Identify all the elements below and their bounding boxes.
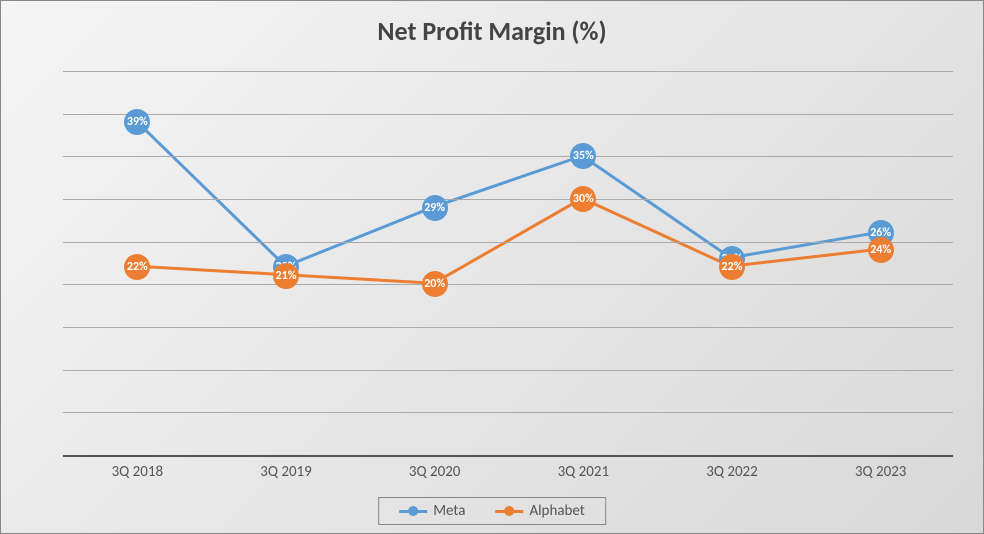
data-marker: 22% bbox=[719, 254, 745, 280]
legend-label: Meta bbox=[433, 502, 465, 520]
x-axis-label: 3Q 2022 bbox=[706, 463, 758, 481]
grid-line bbox=[63, 327, 953, 328]
legend-swatch-icon bbox=[399, 510, 427, 513]
data-marker: 35% bbox=[570, 143, 596, 169]
data-marker: 24% bbox=[868, 237, 894, 263]
legend-item-meta: Meta bbox=[399, 502, 465, 520]
data-marker: 29% bbox=[422, 195, 448, 221]
data-marker: 30% bbox=[570, 186, 596, 212]
x-axis-label: 3Q 2020 bbox=[409, 463, 461, 481]
legend: Meta Alphabet bbox=[378, 497, 606, 525]
legend-item-alphabet: Alphabet bbox=[495, 502, 584, 520]
x-axis-label: 3Q 2021 bbox=[558, 463, 610, 481]
grid-line bbox=[63, 71, 953, 72]
grid-line bbox=[63, 156, 953, 157]
data-marker: 39% bbox=[124, 109, 150, 135]
x-axis-label: 3Q 2019 bbox=[260, 463, 312, 481]
chart-lines-svg bbox=[63, 71, 953, 453]
grid-line bbox=[63, 284, 953, 285]
plot-area: 3Q 20183Q 20193Q 20203Q 20213Q 20223Q 20… bbox=[63, 71, 953, 453]
legend-swatch-icon bbox=[495, 510, 523, 513]
x-axis-label: 3Q 2023 bbox=[855, 463, 907, 481]
grid-line bbox=[63, 412, 953, 413]
grid-line bbox=[63, 199, 953, 200]
grid-line bbox=[63, 114, 953, 115]
data-marker: 21% bbox=[273, 263, 299, 289]
chart-title: Net Profit Margin (%) bbox=[1, 15, 983, 47]
x-axis-label: 3Q 2018 bbox=[112, 463, 164, 481]
grid-line bbox=[63, 370, 953, 371]
x-axis bbox=[63, 455, 953, 457]
series-line-meta bbox=[137, 122, 879, 266]
grid-line bbox=[63, 242, 953, 243]
data-marker: 22% bbox=[124, 254, 150, 280]
legend-label: Alphabet bbox=[529, 502, 584, 520]
chart-container: Net Profit Margin (%) 3Q 20183Q 20193Q 2… bbox=[0, 0, 984, 534]
data-marker: 20% bbox=[422, 271, 448, 297]
